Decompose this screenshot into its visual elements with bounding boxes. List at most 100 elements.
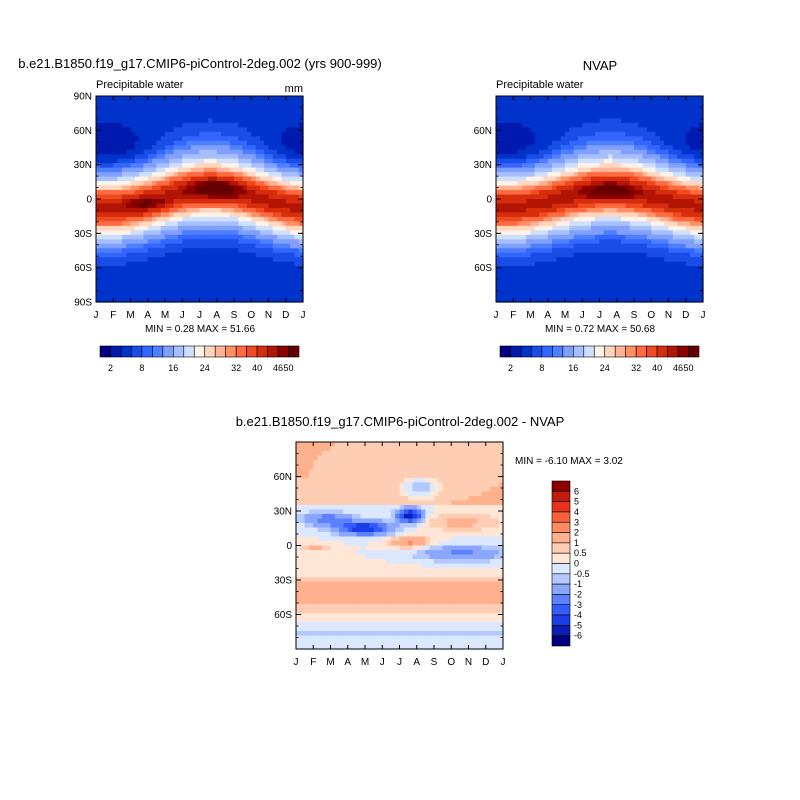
panel-model-cell [130,127,136,133]
panel-obs-cell [530,163,536,169]
panel-model-cell [134,293,140,299]
panel-model-cell [208,109,214,115]
panel-obs-cell [698,194,704,200]
panel-model-cell [268,136,274,142]
panel-obs-cell [569,270,575,276]
panel-obs-cell [625,207,631,214]
panel-obs-cell [577,163,583,169]
panel-model-cell [152,136,157,142]
panel-obs-cell [677,275,683,281]
panel-model-cell [259,279,265,285]
panel-obs-cell [547,203,553,209]
panel-model-cell [104,234,110,240]
panel-diff-cell [304,455,310,461]
panel-model-cell [100,270,106,276]
panel-model-cell [285,279,291,285]
panel-obs-cell [556,109,562,115]
panel-model-cell [113,243,119,249]
panel-obs-cell [621,109,626,115]
panel-obs-cell [685,261,691,267]
panel-obs-cell [590,190,596,196]
panel-obs-cell [621,172,626,178]
panel-model-cell [113,248,119,254]
panel-model-cell [277,185,283,191]
panel-diff-cell [455,455,461,461]
panel-model-cell [264,252,270,258]
panel-model-cell [238,248,244,254]
panel-obs-cell [638,100,644,106]
panel-model-cell [121,207,127,214]
panel-model-cell [195,212,201,218]
panel-obs-cell [500,167,506,173]
panel-obs-cell [504,234,510,240]
panel-model-cell [242,140,248,146]
panel-model-cell [285,149,291,155]
panel-model-cell [190,131,196,137]
panel-obs-cell [685,239,691,245]
panel-model-cell [130,96,136,102]
panel-obs-cell [552,199,557,205]
panel-model-cell [130,284,136,290]
panel-obs-cell [612,140,618,146]
panel-obs-cell [642,118,648,124]
panel-diff-cell [429,455,435,461]
panel-model-cell [298,225,304,231]
panel-obs-cell [603,140,609,146]
panel-obs-cell [569,212,575,218]
panel-model-cell [216,140,222,146]
panel-obs-cell [608,243,614,249]
panel-model-cell [264,122,270,128]
panel-model-cell [203,190,209,196]
panel-obs-cell [625,279,631,285]
panel-obs-cell [565,140,570,146]
panel-obs-cell [664,167,670,173]
panel-obs-cell [582,185,588,191]
panel-obs-cell [694,190,700,196]
panel-obs-cell [586,203,592,209]
panel-obs-cell [560,127,566,133]
panel-model-cell [221,149,226,155]
panel-model-cell [225,199,231,205]
panel-model-cell [255,225,261,231]
panel-model-cell [199,270,205,276]
panel-diff-cell [334,446,340,452]
panel-diff-cell [485,451,491,457]
panel-obs-colorbar-box [562,345,574,358]
panel-model-cell [268,145,274,151]
panel-obs-cell [513,140,519,146]
panel-obs-cell [539,149,545,155]
panel-obs-cell [569,230,575,236]
panel-obs-cell [565,176,570,182]
panel-model-cell [272,185,278,191]
panel-model-cell [96,243,101,249]
panel-model-cell [242,194,248,200]
panel-obs-cell [646,109,652,115]
panel-model-cell [234,199,239,205]
panel-model-cell [186,96,192,102]
panel-model-cell [156,118,162,124]
panel-obs-xtick-label: J [701,310,706,321]
panel-obs-colorbar-label: 8 [539,363,544,373]
panel-model-cell [229,252,235,258]
panel-model-cell [104,270,110,276]
panel-obs-cell [664,140,670,146]
panel-obs-cell [651,190,657,196]
panel-obs-cell [698,284,704,290]
panel-model-cell [156,216,162,222]
panel-model-cell [156,163,162,169]
panel-model-cell [246,100,252,106]
panel-model-cell [290,145,295,151]
panel-obs-cell [595,163,601,169]
panel-obs-cell [625,100,631,106]
panel-model-cell [126,243,132,249]
panel-model-cell [173,149,179,155]
panel-model-cell [285,118,291,124]
panel-model-cell [126,118,132,124]
panel-obs: NVAP Precipitable water J F M A M J J A S O N D J60N… [474,58,706,373]
panel-model-cell [147,199,153,205]
panel-model-contour-field [96,96,304,303]
panel-obs-cell [590,109,596,115]
panel-model-cell [268,221,274,227]
panel-model-cell [277,225,283,231]
panel-model-cell [190,190,196,196]
